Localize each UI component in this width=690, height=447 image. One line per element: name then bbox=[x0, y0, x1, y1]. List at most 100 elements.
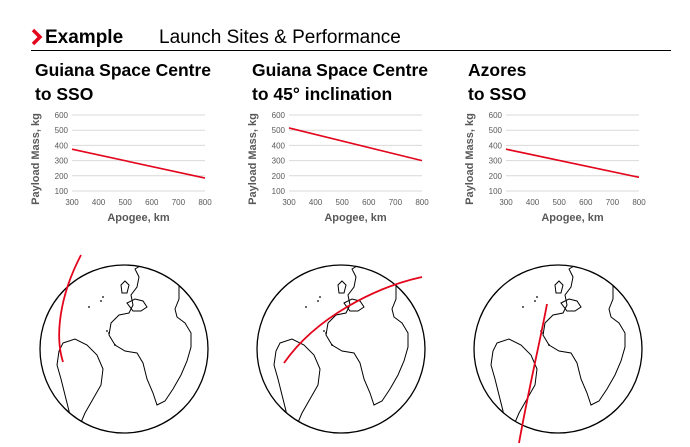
earth-globe-icon-2 bbox=[256, 264, 426, 434]
island bbox=[108, 332, 110, 334]
landmass bbox=[560, 298, 582, 312]
payload-chart-3: 100 200 300 400 500 600 300 400 500 600 700 800 Apog… bbox=[464, 111, 646, 224]
header-example-label: Example bbox=[45, 27, 124, 48]
globe-outline bbox=[39, 264, 209, 434]
landmass-group bbox=[273, 265, 409, 433]
island bbox=[317, 300, 319, 302]
landmass bbox=[343, 298, 365, 312]
x-tick-label: 500 bbox=[553, 198, 567, 207]
y-tick-label: 200 bbox=[55, 172, 69, 181]
landmass bbox=[126, 298, 148, 312]
globe-outline bbox=[256, 264, 426, 434]
island bbox=[100, 300, 102, 302]
x-axis-label: Apogee, km bbox=[107, 212, 170, 224]
x-tick-label: 400 bbox=[92, 198, 106, 207]
x-tick-label: 800 bbox=[415, 198, 429, 207]
x-tick-label: 300 bbox=[499, 198, 513, 207]
island bbox=[319, 296, 321, 298]
x-tick-label: 400 bbox=[526, 198, 540, 207]
landmass bbox=[273, 338, 321, 433]
island bbox=[323, 330, 325, 332]
panel-3-title-line-2: to SSO bbox=[468, 84, 527, 104]
y-tick-label: 500 bbox=[489, 126, 503, 135]
x-tick-label: 700 bbox=[606, 198, 620, 207]
payload-chart-2: 100 200 300 400 500 600 300 400 500 600 700 800 Apog… bbox=[247, 111, 429, 224]
series-line bbox=[71, 148, 206, 179]
x-tick-label: 300 bbox=[65, 198, 79, 207]
earth-globe-icon-1 bbox=[39, 254, 209, 434]
landmass bbox=[56, 338, 104, 433]
y-tick-label: 400 bbox=[272, 141, 286, 150]
panel-2-title-line-2: to 45° inclination bbox=[252, 84, 393, 104]
island bbox=[331, 344, 333, 346]
y-tick-label: 300 bbox=[55, 157, 69, 166]
island bbox=[102, 296, 104, 298]
x-axis-label: Apogee, km bbox=[324, 212, 387, 224]
y-tick-label: 500 bbox=[55, 126, 69, 135]
y-tick-label: 400 bbox=[55, 141, 69, 150]
panel-1-title-line-1: Guiana Space Centre bbox=[35, 60, 212, 80]
island bbox=[542, 332, 544, 334]
y-tick-label: 100 bbox=[272, 187, 286, 196]
island bbox=[88, 306, 90, 308]
panel-2-title: Guiana Space Centre to 45° inclination bbox=[252, 58, 428, 106]
y-tick-label: 400 bbox=[489, 141, 503, 150]
header-title: Launch Sites & Performance bbox=[159, 27, 401, 48]
globe-outline bbox=[473, 264, 643, 434]
series-line bbox=[288, 127, 423, 162]
x-tick-label: 700 bbox=[172, 198, 186, 207]
panel-3-title-line-1: Azores bbox=[468, 60, 527, 80]
x-tick-label: 500 bbox=[119, 198, 133, 207]
panel-1-title: Guiana Space Centre to SSO bbox=[35, 58, 211, 106]
trajectory-line bbox=[58, 254, 82, 363]
x-tick-label: 700 bbox=[389, 198, 403, 207]
landmass bbox=[120, 280, 130, 294]
header-divider bbox=[31, 50, 671, 51]
x-tick-label: 500 bbox=[336, 198, 350, 207]
trajectory-line bbox=[283, 276, 423, 364]
y-axis-label: Payload Mass, kg bbox=[464, 113, 476, 205]
y-tick-label: 600 bbox=[272, 111, 286, 120]
panel-1-title-line-2: to SSO bbox=[35, 84, 94, 104]
y-tick-label: 600 bbox=[55, 111, 69, 120]
landmass bbox=[554, 280, 564, 294]
landmass bbox=[108, 265, 192, 406]
island bbox=[114, 344, 116, 346]
landmass-group bbox=[490, 265, 626, 433]
island bbox=[536, 296, 538, 298]
y-tick-label: 300 bbox=[489, 157, 503, 166]
x-tick-label: 800 bbox=[198, 198, 212, 207]
island bbox=[548, 344, 550, 346]
x-tick-label: 400 bbox=[309, 198, 323, 207]
landmass bbox=[325, 265, 409, 406]
payload-chart-1: 100 200 300 400 500 600 300 400 500 600 700 800 Apog… bbox=[30, 111, 212, 224]
y-tick-label: 100 bbox=[489, 187, 503, 196]
x-tick-label: 600 bbox=[579, 198, 593, 207]
landmass bbox=[337, 280, 347, 294]
landmass bbox=[542, 265, 626, 406]
panel-3-title: Azores to SSO bbox=[468, 58, 526, 106]
y-axis-label: Payload Mass, kg bbox=[30, 113, 42, 205]
x-tick-label: 800 bbox=[632, 198, 646, 207]
y-tick-label: 100 bbox=[55, 187, 69, 196]
island bbox=[325, 332, 327, 334]
y-tick-label: 200 bbox=[272, 172, 286, 181]
page-header: Example Launch Sites & Performance bbox=[31, 26, 671, 50]
y-tick-label: 500 bbox=[272, 126, 286, 135]
y-tick-label: 600 bbox=[489, 111, 503, 120]
x-axis-label: Apogee, km bbox=[541, 212, 604, 224]
panel-2-title-line-1: Guiana Space Centre bbox=[252, 60, 429, 80]
x-tick-label: 600 bbox=[145, 198, 159, 207]
island bbox=[534, 300, 536, 302]
earth-globe-icon-3 bbox=[473, 264, 643, 444]
island bbox=[106, 330, 108, 332]
series-line bbox=[505, 148, 640, 179]
x-tick-label: 300 bbox=[282, 198, 296, 207]
y-axis-label: Payload Mass, kg bbox=[247, 113, 259, 205]
island bbox=[305, 306, 307, 308]
x-tick-label: 600 bbox=[362, 198, 376, 207]
landmass-group bbox=[56, 265, 192, 433]
trajectory-line bbox=[518, 303, 548, 444]
chevron-right-icon bbox=[31, 28, 43, 46]
y-tick-label: 300 bbox=[272, 157, 286, 166]
